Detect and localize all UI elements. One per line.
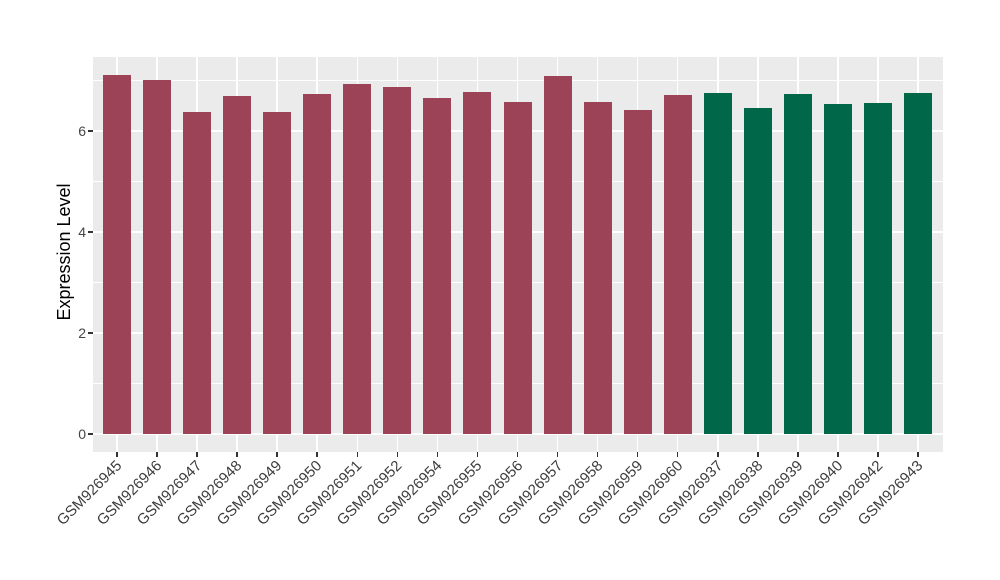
y-tick-label: 2 xyxy=(78,325,86,341)
bar-GSM926945 xyxy=(103,74,131,434)
x-tick-mark xyxy=(196,452,198,457)
y-tick-mark xyxy=(88,433,93,435)
x-tick-mark xyxy=(236,452,238,457)
x-tick-mark xyxy=(116,452,118,457)
bar-GSM926956 xyxy=(503,101,532,434)
x-tick-mark xyxy=(516,452,519,457)
bar-GSM926946 xyxy=(143,79,172,434)
bar-GSM926958 xyxy=(583,102,612,434)
bar-GSM926938 xyxy=(743,107,772,434)
x-tick-mark xyxy=(156,452,158,457)
bar-GSM926960 xyxy=(663,94,692,434)
x-tick-mark xyxy=(917,452,919,457)
y-tick-mark xyxy=(88,332,93,334)
x-tick-mark xyxy=(676,452,679,457)
y-tick-label: 0 xyxy=(78,426,86,442)
bar-GSM926949 xyxy=(263,111,292,434)
bar-GSM926957 xyxy=(543,76,572,434)
x-tick-mark xyxy=(797,452,799,457)
bar-GSM926943 xyxy=(904,93,932,434)
bar-GSM926950 xyxy=(303,93,332,434)
x-tick-mark xyxy=(877,452,879,457)
x-tick-mark xyxy=(837,452,839,457)
bar-GSM926939 xyxy=(783,94,812,434)
x-tick-mark xyxy=(276,452,278,457)
bar-GSM926940 xyxy=(823,104,852,434)
bar-GSM926947 xyxy=(183,111,212,434)
y-axis-title: Expression Level xyxy=(54,183,74,321)
x-tick-mark xyxy=(716,452,719,457)
x-tick-mark xyxy=(436,452,439,457)
x-tick-mark xyxy=(476,452,479,457)
bar-GSM926942 xyxy=(863,102,892,434)
bar-GSM926959 xyxy=(623,109,652,434)
plot-panel xyxy=(93,57,943,452)
bar-GSM926955 xyxy=(463,92,492,434)
x-tick-mark xyxy=(556,452,559,457)
bar-GSM926952 xyxy=(383,86,412,434)
x-tick-mark xyxy=(396,452,399,457)
bar-GSM926937 xyxy=(703,92,732,434)
y-tick-mark xyxy=(88,231,93,233)
x-tick-mark xyxy=(757,452,759,457)
bar-GSM926948 xyxy=(223,96,252,434)
bar-GSM926951 xyxy=(343,84,372,434)
y-tick-mark xyxy=(88,130,93,132)
x-tick-mark xyxy=(636,452,639,457)
x-tick-mark xyxy=(356,452,359,457)
x-tick-mark xyxy=(596,452,599,457)
y-tick-label: 6 xyxy=(78,123,86,139)
bar-GSM926954 xyxy=(423,98,452,434)
x-tick-mark xyxy=(316,452,319,457)
y-tick-label: 4 xyxy=(78,224,86,240)
